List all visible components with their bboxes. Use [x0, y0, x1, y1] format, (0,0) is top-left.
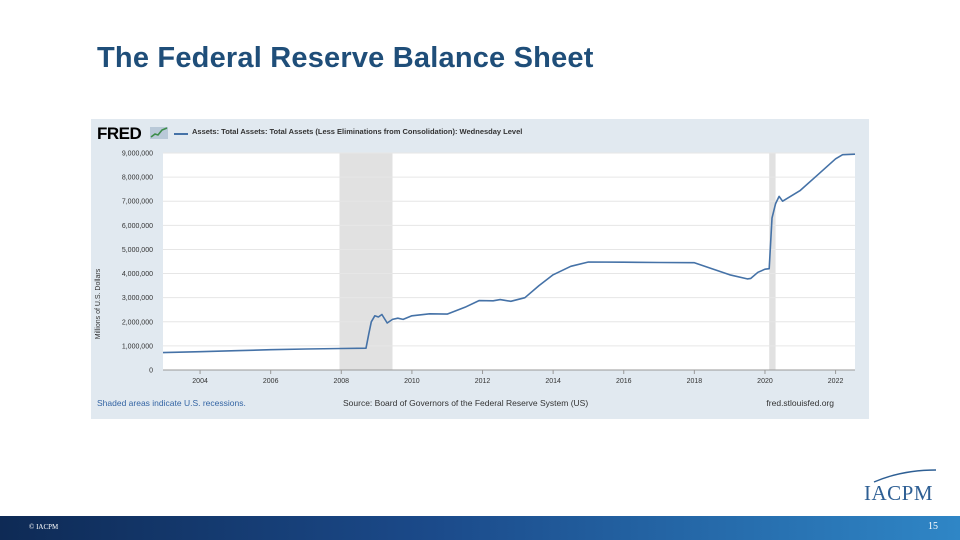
x-tick-label: 2020 — [757, 378, 773, 385]
x-tick-label: 2014 — [545, 378, 561, 385]
x-tick-label: 2004 — [192, 378, 208, 385]
y-tick-label: 9,000,000 — [122, 151, 153, 158]
x-tick-label: 2018 — [687, 378, 703, 385]
y-tick-label: 7,000,000 — [122, 199, 153, 206]
slide-title: The Federal Reserve Balance Sheet — [97, 42, 594, 74]
y-tick-label: 8,000,000 — [122, 175, 153, 182]
x-tick-label: 2012 — [475, 378, 491, 385]
source-note: Source: Board of Governors of the Federa… — [343, 398, 589, 408]
y-tick-label: 4,000,000 — [122, 271, 153, 278]
y-tick-label: 2,000,000 — [122, 319, 153, 326]
y-tick-label: 1,000,000 — [122, 343, 153, 350]
footer-bar: © IACPM 15 — [0, 516, 960, 540]
page-number: 15 — [928, 521, 938, 532]
y-tick-label: 0 — [149, 368, 153, 375]
x-tick-label: 2016 — [616, 378, 632, 385]
fred-logo-graph-icon — [150, 127, 168, 139]
fred-logo: FRED — [97, 124, 142, 143]
series-label: Assets: Total Assets: Total Assets (Less… — [192, 127, 523, 136]
fred-chart-panel: FRED Assets: Total Assets: Total Assets … — [91, 119, 869, 419]
iacpm-swoosh-icon — [873, 469, 937, 483]
plot-area — [163, 153, 855, 370]
x-tick-label: 2022 — [828, 378, 844, 385]
line-chart: 0 1,000,000 2,000,000 3,000,000 4,000,000 5,0… — [122, 151, 856, 385]
series-line — [162, 153, 856, 354]
legend-line-swatch — [174, 133, 188, 135]
x-tick-label: 2010 — [404, 378, 420, 385]
recession-band — [769, 153, 776, 370]
recession-band — [339, 153, 393, 370]
y-tick-label: 3,000,000 — [122, 295, 153, 302]
x-tick-label: 2008 — [334, 378, 350, 385]
copyright: © IACPM — [29, 523, 59, 531]
x-tick-label: 2006 — [263, 378, 279, 385]
fred-url[interactable]: fred.stlouisfed.org — [766, 398, 834, 408]
y-tick-label: 6,000,000 — [122, 223, 153, 230]
y-tick-label: 5,000,000 — [122, 247, 153, 254]
iacpm-logo: IACPM — [864, 481, 934, 505]
y-axis-label: Millions of U.S. Dollars — [95, 268, 102, 340]
recession-note[interactable]: Shaded areas indicate U.S. recessions. — [97, 398, 246, 408]
